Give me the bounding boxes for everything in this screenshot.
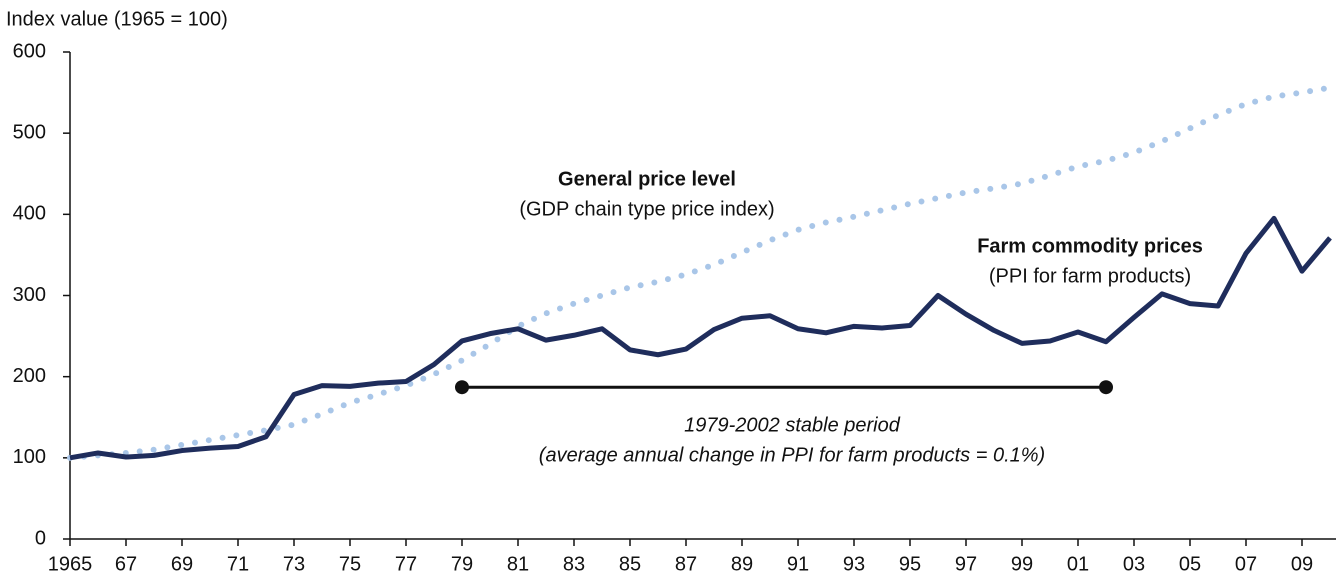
series-line (69, 215, 1332, 461)
x-tick-label: 87 (675, 553, 697, 575)
y-tick-label: 400 (13, 203, 46, 225)
period-end (455, 380, 469, 395)
y-tick-label: 600 (13, 40, 46, 62)
series-line (67, 84, 1333, 461)
x-tick-label: 89 (731, 553, 753, 575)
y-axis-label: Index value (1965 = 100) (6, 8, 228, 30)
x-tick-label: 71 (227, 553, 249, 575)
series-label: Farm commodity prices (977, 235, 1203, 257)
x-tick-label: 85 (619, 553, 641, 575)
period-note: (average annual change in PPI for farm p… (539, 444, 1045, 466)
x-tick-label: 67 (115, 553, 137, 575)
x-tick-label: 09 (1291, 553, 1313, 575)
series-sublabel: (PPI for farm products) (989, 265, 1191, 287)
x-tick-label: 99 (1011, 553, 1033, 575)
x-tick-label: 97 (955, 553, 977, 575)
x-tick-label: 75 (339, 553, 361, 575)
y-tick-label: 0 (35, 527, 46, 549)
series-sublabel: (GDP chain type price index) (519, 198, 774, 220)
x-tick-label: 1965 (48, 553, 93, 575)
period-label: 1979-2002 stable period (684, 414, 901, 436)
x-tick-label: 81 (507, 553, 529, 575)
x-tick-label: 91 (787, 553, 809, 575)
x-tick-label: 69 (171, 553, 193, 575)
y-tick-label: 300 (13, 284, 46, 306)
x-tick-label: 77 (395, 553, 417, 575)
x-tick-label: 03 (1123, 553, 1145, 575)
x-tick-label: 01 (1067, 553, 1089, 575)
x-tick-label: 93 (843, 553, 865, 575)
series-label: General price level (558, 168, 736, 190)
period-end (1099, 380, 1113, 395)
y-tick-label: 500 (13, 121, 46, 143)
x-tick-label: 07 (1235, 553, 1257, 575)
x-tick-label: 95 (899, 553, 921, 575)
y-tick-label: 100 (13, 446, 46, 468)
x-tick-label: 83 (563, 553, 585, 575)
x-tick-label: 73 (283, 553, 305, 575)
x-tick-label: 05 (1179, 553, 1201, 575)
x-tick-label: 79 (451, 553, 473, 575)
y-tick-label: 200 (13, 365, 46, 387)
